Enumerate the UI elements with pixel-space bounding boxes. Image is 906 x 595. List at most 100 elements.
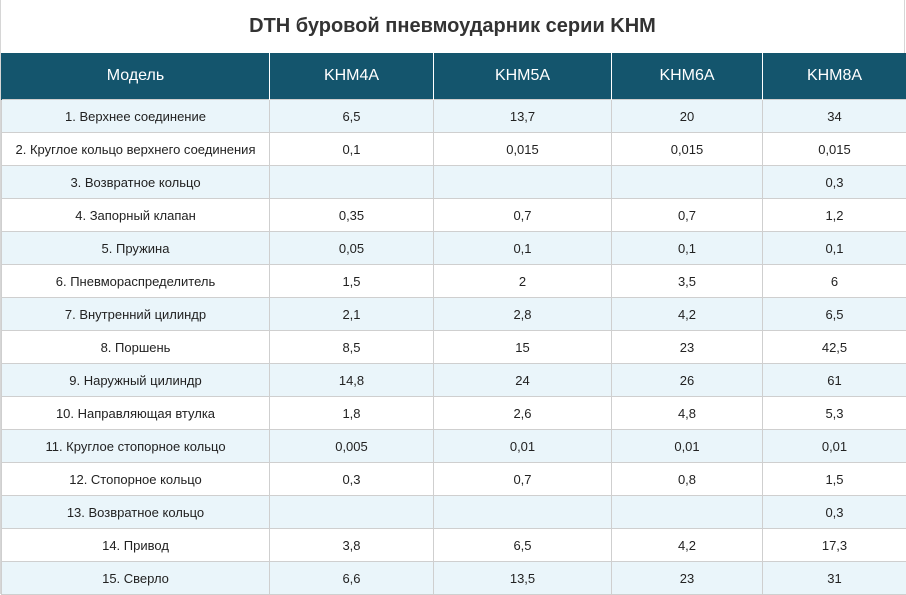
- khm5a-cell: 13,5: [433, 561, 612, 595]
- khm5a-cell: 15: [433, 330, 612, 364]
- khm6a-cell: 4,2: [611, 528, 763, 562]
- khm4a-cell: 0,05: [269, 231, 434, 265]
- khm8a-cell: 0,1: [762, 231, 906, 265]
- khm6a-cell: 4,2: [611, 297, 763, 331]
- khm5a-cell: [433, 165, 612, 199]
- header-khm5a: KHM5A: [433, 53, 612, 100]
- khm6a-cell: 20: [611, 99, 763, 133]
- khm4a-cell: 0,1: [269, 132, 434, 166]
- table-header-row: Модель KHM4A KHM5A KHM6A KHM8A: [1, 53, 906, 100]
- part-name-cell: 2. Круглое кольцо верхнего соединения: [1, 132, 270, 166]
- part-name-cell: 7. Внутренний цилиндр: [1, 297, 270, 331]
- part-name-cell: 3. Возвратное кольцо: [1, 165, 270, 199]
- khm6a-cell: 0,01: [611, 429, 763, 463]
- table-row: 2. Круглое кольцо верхнего соединения 0,1…: [1, 132, 906, 166]
- khm6a-cell: 26: [611, 363, 763, 397]
- khm8a-cell: 34: [762, 99, 906, 133]
- table-row: 12. Стопорное кольцо 0,3 0,7 0,8 1,5: [1, 462, 906, 496]
- khm8a-cell: 6,5: [762, 297, 906, 331]
- khm4a-cell: [269, 165, 434, 199]
- khm6a-cell: 0,7: [611, 198, 763, 232]
- khm4a-cell: 14,8: [269, 363, 434, 397]
- header-khm6a: KHM6A: [611, 53, 763, 100]
- khm5a-cell: 6,5: [433, 528, 612, 562]
- khm5a-cell: 2: [433, 264, 612, 298]
- part-name-cell: 12. Стопорное кольцо: [1, 462, 270, 496]
- header-khm8a: KHM8A: [762, 53, 906, 100]
- part-name-cell: 11. Круглое стопорное кольцо: [1, 429, 270, 463]
- table-row: 8. Поршень 8,5 15 23 42,5: [1, 330, 906, 364]
- khm5a-cell: [433, 495, 612, 529]
- khm6a-cell: [611, 495, 763, 529]
- khm8a-cell: 1,2: [762, 198, 906, 232]
- khm4a-cell: 0,35: [269, 198, 434, 232]
- table-row: 9. Наружный цилиндр 14,8 24 26 61: [1, 363, 906, 397]
- part-name-cell: 13. Возвратное кольцо: [1, 495, 270, 529]
- table-body: 1. Верхнее соединение 6,5 13,7 20 34 2. Кругл…: [1, 99, 906, 595]
- part-name-cell: 6. Пневмораспределитель: [1, 264, 270, 298]
- khm6a-cell: 0,015: [611, 132, 763, 166]
- khm5a-cell: 13,7: [433, 99, 612, 133]
- part-name-cell: 8. Поршень: [1, 330, 270, 364]
- khm6a-cell: 4,8: [611, 396, 763, 430]
- khm5a-cell: 0,7: [433, 198, 612, 232]
- khm4a-cell: 3,8: [269, 528, 434, 562]
- khm4a-cell: 8,5: [269, 330, 434, 364]
- khm5a-cell: 0,015: [433, 132, 612, 166]
- table-row: 3. Возвратное кольцо 0,3: [1, 165, 906, 199]
- khm5a-cell: 0,1: [433, 231, 612, 265]
- table-row: 13. Возвратное кольцо 0,3: [1, 495, 906, 529]
- header-model: Модель: [1, 53, 270, 100]
- khm6a-cell: 23: [611, 561, 763, 595]
- khm4a-cell: 6,6: [269, 561, 434, 595]
- page-title: DTH буровой пневмоударник серии KHM: [249, 15, 656, 37]
- part-name-cell: 15. Сверло: [1, 561, 270, 595]
- table-row: 15. Сверло 6,6 13,5 23 31: [1, 561, 906, 595]
- part-name-cell: 1. Верхнее соединение: [1, 99, 270, 133]
- khm8a-cell: 0,3: [762, 495, 906, 529]
- part-name-cell: 14. Привод: [1, 528, 270, 562]
- khm8a-cell: 17,3: [762, 528, 906, 562]
- part-name-cell: 9. Наружный цилиндр: [1, 363, 270, 397]
- khm8a-cell: 31: [762, 561, 906, 595]
- khm4a-cell: 0,3: [269, 462, 434, 496]
- khm8a-cell: 0,015: [762, 132, 906, 166]
- khm8a-cell: 42,5: [762, 330, 906, 364]
- khm5a-cell: 2,6: [433, 396, 612, 430]
- khm4a-cell: 1,5: [269, 264, 434, 298]
- table-row: 14. Привод 3,8 6,5 4,2 17,3: [1, 528, 906, 562]
- khm8a-cell: 5,3: [762, 396, 906, 430]
- khm4a-cell: [269, 495, 434, 529]
- khm8a-cell: 1,5: [762, 462, 906, 496]
- khm8a-cell: 0,01: [762, 429, 906, 463]
- table-row: 10. Направляющая втулка 1,8 2,6 4,8 5,3: [1, 396, 906, 430]
- khm5a-cell: 0,01: [433, 429, 612, 463]
- khm6a-cell: 0,1: [611, 231, 763, 265]
- khm4a-cell: 2,1: [269, 297, 434, 331]
- khm8a-cell: 6: [762, 264, 906, 298]
- table-row: 11. Круглое стопорное кольцо 0,005 0,01 0,0…: [1, 429, 906, 463]
- table-row: 7. Внутренний цилиндр 2,1 2,8 4,2 6,5: [1, 297, 906, 331]
- part-name-cell: 4. Запорный клапан: [1, 198, 270, 232]
- khm4a-cell: 1,8: [269, 396, 434, 430]
- khm6a-cell: 23: [611, 330, 763, 364]
- part-name-cell: 10. Направляющая втулка: [1, 396, 270, 430]
- part-name-cell: 5. Пружина: [1, 231, 270, 265]
- khm5a-cell: 24: [433, 363, 612, 397]
- khm5a-cell: 2,8: [433, 297, 612, 331]
- khm8a-cell: 61: [762, 363, 906, 397]
- khm4a-cell: 6,5: [269, 99, 434, 133]
- khm6a-cell: 3,5: [611, 264, 763, 298]
- khm4a-cell: 0,005: [269, 429, 434, 463]
- khm5a-cell: 0,7: [433, 462, 612, 496]
- table-row: 6. Пневмораспределитель 1,5 2 3,5 6: [1, 264, 906, 298]
- table-row: 1. Верхнее соединение 6,5 13,7 20 34: [1, 99, 906, 133]
- khm6a-cell: 0,8: [611, 462, 763, 496]
- spec-table: Модель KHM4A KHM5A KHM6A KHM8A 1. Верхне…: [1, 53, 906, 595]
- header-khm4a: KHM4A: [269, 53, 434, 100]
- table-row: 4. Запорный клапан 0,35 0,7 0,7 1,2: [1, 198, 906, 232]
- khm8a-cell: 0,3: [762, 165, 906, 199]
- table-row: 5. Пружина 0,05 0,1 0,1 0,1: [1, 231, 906, 265]
- khm6a-cell: [611, 165, 763, 199]
